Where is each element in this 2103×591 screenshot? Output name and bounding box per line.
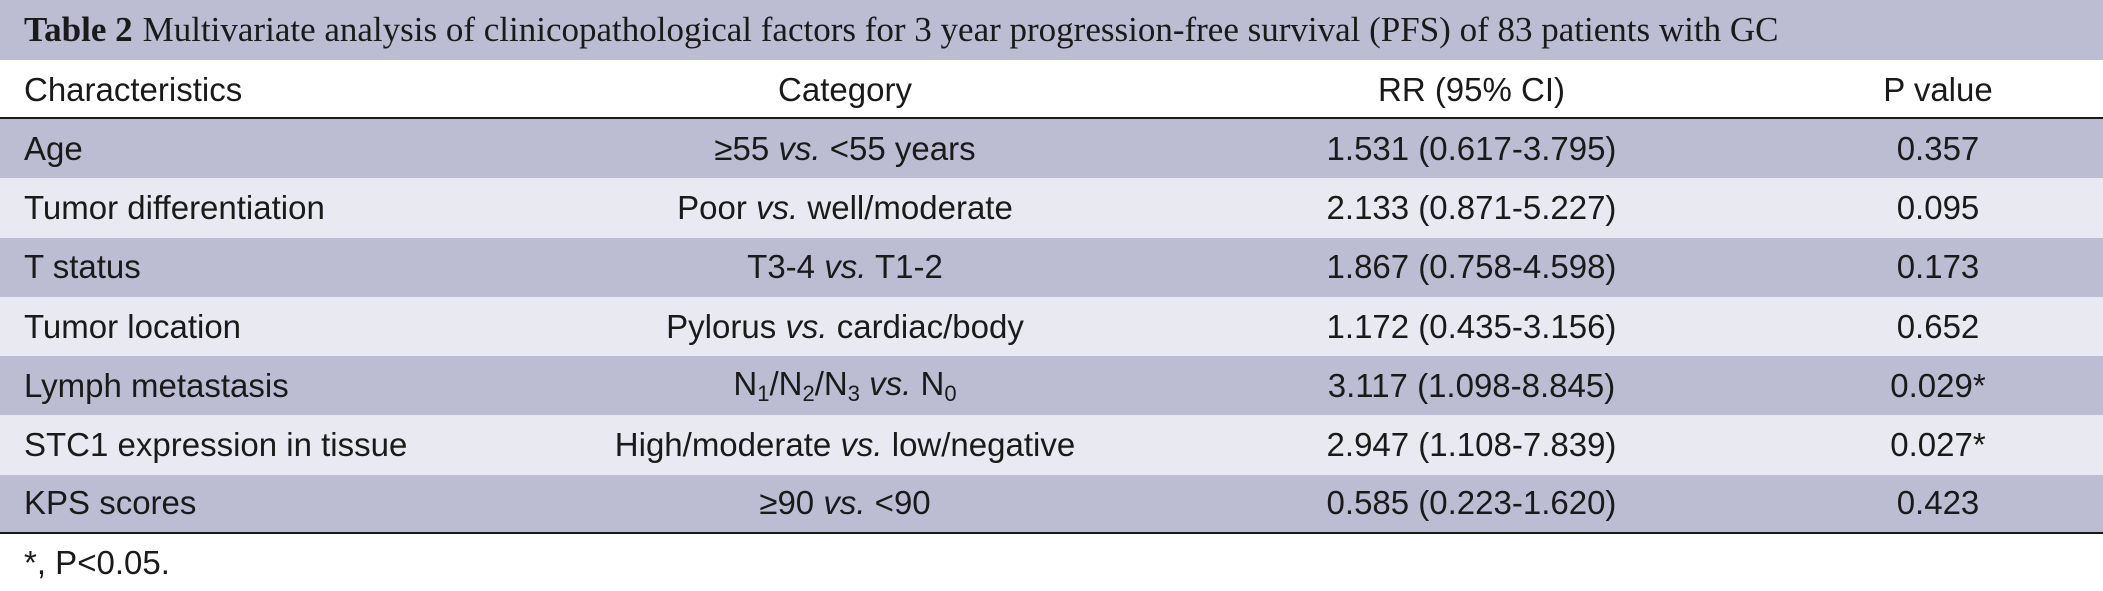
characteristic-cell: STC1 expression in tissue	[24, 426, 408, 464]
vs-text: vs.	[840, 426, 883, 464]
table-row: Tumor location Pylorus vs. cardiac/body …	[0, 296, 2103, 357]
category-cell: ≥55 vs. <55 years	[520, 130, 1170, 168]
table-caption-label: Table 2	[24, 10, 133, 49]
table-row: Age ≥55 vs. <55 years 1.531 (0.617-3.795…	[0, 119, 2103, 179]
table-caption: Table 2 Multivariate analysis of clinico…	[0, 0, 2103, 60]
category-cell: ≥90 vs. <90	[520, 484, 1170, 522]
subscript-3: 3	[847, 380, 860, 406]
column-header-characteristics: Characteristics	[24, 70, 243, 108]
characteristic-cell: T status	[24, 248, 141, 286]
category-a: Pylorus	[666, 307, 777, 345]
table-row: KPS scores ≥90 vs. <90 0.585 (0.223-1.62…	[0, 474, 2103, 535]
n-symbol: N	[733, 364, 758, 402]
category-a: Poor	[677, 188, 747, 226]
table-caption-text: Multivariate analysis of clinicopatholog…	[142, 10, 1779, 49]
p-value-cell: 0.357	[1896, 129, 1980, 167]
category-b: low/negative	[891, 426, 1076, 464]
category-b: well/moderate	[807, 188, 1013, 226]
rr-cell: 3.117 (1.098-8.845)	[1327, 366, 1616, 404]
p-value-cell: 0.652	[1896, 307, 1980, 345]
rr-cell: 0.585 (0.223-1.620)	[1326, 484, 1617, 522]
characteristic-cell: Tumor location	[24, 307, 242, 345]
category-cell: T3-4 vs. T1-2	[520, 248, 1170, 286]
table-row: Lymph metastasis N1/N2/N3 vs. N0 3.117 (…	[0, 356, 2103, 416]
category-cell: N1/N2/N3 vs. N0	[520, 365, 1170, 407]
rr-cell: 1.531 (0.617-3.795)	[1326, 129, 1617, 167]
slash: /	[814, 364, 824, 402]
category-a: High/moderate	[614, 426, 832, 464]
characteristic-cell: KPS scores	[24, 484, 197, 522]
category-b: cardiac/body	[836, 307, 1024, 345]
column-header-p-value: P value	[1883, 70, 1993, 108]
table-row: STC1 expression in tissue High/moderate …	[0, 415, 2103, 475]
rr-cell: 1.172 (0.435-3.156)	[1326, 307, 1617, 345]
rr-cell: 2.947 (1.108-7.839)	[1326, 426, 1617, 464]
category-cell: Poor vs. well/moderate	[520, 189, 1170, 227]
vs-text: vs.	[823, 484, 866, 522]
table-row: T status T3-4 vs. T1-2 1.867 (0.758-4.59…	[0, 237, 2103, 297]
p-value-cell: 0.029*	[1890, 366, 1986, 404]
n-symbol: N	[920, 364, 945, 402]
category-a: N1/N2/N3	[733, 364, 860, 406]
category-cell: Pylorus vs. cardiac/body	[520, 308, 1170, 346]
p-value-cell: 0.095	[1896, 188, 1980, 226]
p-value-cell: 0.173	[1896, 248, 1980, 286]
category-b: N0	[920, 364, 957, 406]
category-b: T1-2	[874, 248, 943, 286]
characteristic-cell: Tumor differentiation	[24, 188, 325, 226]
rr-cell: 2.133 (0.871-5.227)	[1326, 188, 1617, 226]
slash: /	[769, 364, 779, 402]
table-row: Tumor differentiation Poor vs. well/mode…	[0, 178, 2103, 238]
category-b: <90	[874, 484, 931, 522]
category-b: <55 years	[829, 129, 976, 167]
category-a: T3-4	[747, 248, 816, 286]
subscript-0: 0	[944, 380, 957, 406]
category-a: ≥90	[759, 484, 815, 522]
n-symbol: N	[778, 364, 803, 402]
vs-text: vs.	[756, 188, 799, 226]
vs-text: vs.	[869, 364, 912, 402]
rr-cell: 1.867 (0.758-4.598)	[1326, 248, 1617, 286]
category-cell: High/moderate vs. low/negative	[520, 426, 1170, 464]
n-symbol: N	[823, 364, 848, 402]
category-a: ≥55	[714, 129, 770, 167]
column-header-category: Category	[778, 70, 912, 108]
vs-text: vs.	[778, 129, 821, 167]
subscript-2: 2	[802, 380, 815, 406]
p-value-cell: 0.027*	[1890, 426, 1986, 464]
table-footnote: *, P<0.05.	[0, 534, 2103, 591]
characteristic-cell: Lymph metastasis	[24, 366, 289, 404]
p-value-cell: 0.423	[1896, 484, 1980, 522]
table-header-row: Characteristics Category RR (95% CI) P v…	[0, 60, 2103, 119]
vs-text: vs.	[785, 307, 828, 345]
vs-text: vs.	[824, 248, 867, 286]
characteristic-cell: Age	[24, 129, 83, 167]
subscript-1: 1	[757, 380, 770, 406]
column-header-rr: RR (95% CI)	[1377, 70, 1566, 108]
